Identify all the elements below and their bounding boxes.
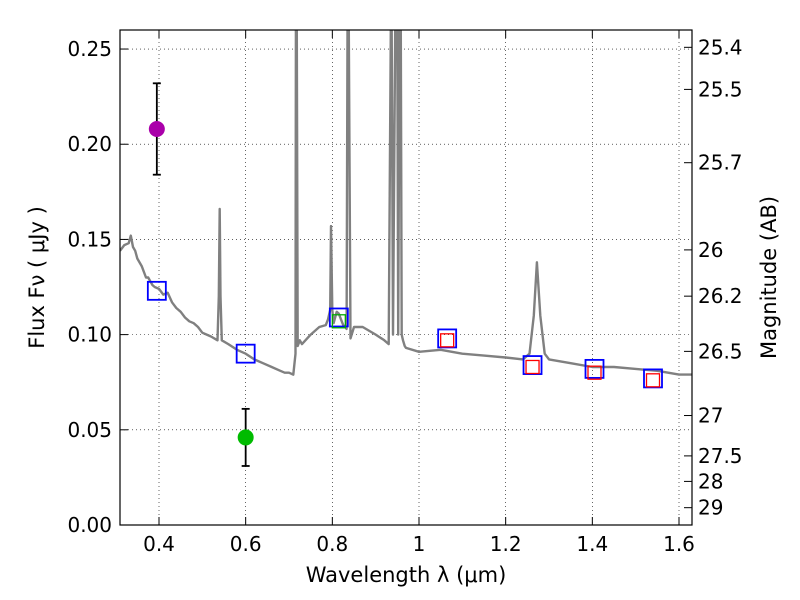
y2-axis-label: Magnitude (AB) — [757, 196, 781, 359]
x-tick-label: 0.4 — [143, 532, 175, 556]
x-tick-label: 1 — [413, 532, 426, 556]
y-tick-label: 0.10 — [67, 323, 112, 347]
y2-tick-label: 29 — [698, 496, 723, 520]
x-tick-label: 1.4 — [576, 532, 608, 556]
grid-lines — [120, 30, 692, 526]
red-square-marker — [525, 359, 540, 375]
x-axis-ticks: 0.4 0.6 0.8 1 1.2 1.4 1.6 — [143, 30, 695, 556]
x-tick-label: 0.6 — [230, 532, 262, 556]
plot-area — [120, 30, 692, 467]
x-tick-label: 1.2 — [490, 532, 522, 556]
y2-tick-label: 25.4 — [698, 35, 743, 59]
red-square-marker — [645, 373, 661, 388]
y2-tick-label: 25.7 — [698, 151, 743, 175]
observed-point-marker — [237, 429, 254, 446]
model-spectrum-line — [120, 30, 692, 376]
y-tick-label: 0.15 — [67, 227, 112, 251]
y2-tick-label: 27.5 — [698, 444, 743, 468]
y2-axis-ticks: 25.4 25.5 25.7 26 26.2 26.5 27 27.528 29 — [684, 35, 743, 520]
blue-square-marker — [146, 280, 167, 301]
y2-tick-label: 28 — [698, 469, 723, 493]
y-tick-label: 0.20 — [67, 132, 112, 156]
y-tick-label: 0.25 — [67, 37, 112, 61]
x-tick-label: 1.6 — [663, 532, 695, 556]
blue-square-marker — [328, 307, 349, 328]
plot-frame — [119, 29, 693, 526]
blue-square-marker — [235, 343, 256, 364]
green-square-marker — [331, 314, 346, 329]
y2-tick-label: 26 — [698, 238, 723, 262]
y-tick-label: 0.00 — [67, 513, 112, 537]
x-axis-label: Wavelength λ (μm) — [306, 563, 507, 587]
y-axis-ticks: 0.00 0.05 0.10 0.15 0.20 0.25 — [67, 37, 128, 537]
y2-tick-label: 26.5 — [698, 339, 743, 363]
red-square-marker — [587, 365, 602, 380]
y2-tick-label: 25.5 — [698, 77, 743, 101]
y2-tick-label: 26.2 — [698, 284, 743, 308]
y-axis-label: Flux Fν ( μJy ) — [25, 206, 49, 349]
observed-point-marker — [148, 121, 165, 137]
blue-square-marker — [584, 358, 605, 379]
x-tick-label: 0.8 — [316, 532, 348, 556]
y2-tick-label: 27 — [698, 404, 723, 428]
red-square-marker — [440, 333, 455, 348]
y-tick-label: 0.05 — [67, 418, 112, 442]
